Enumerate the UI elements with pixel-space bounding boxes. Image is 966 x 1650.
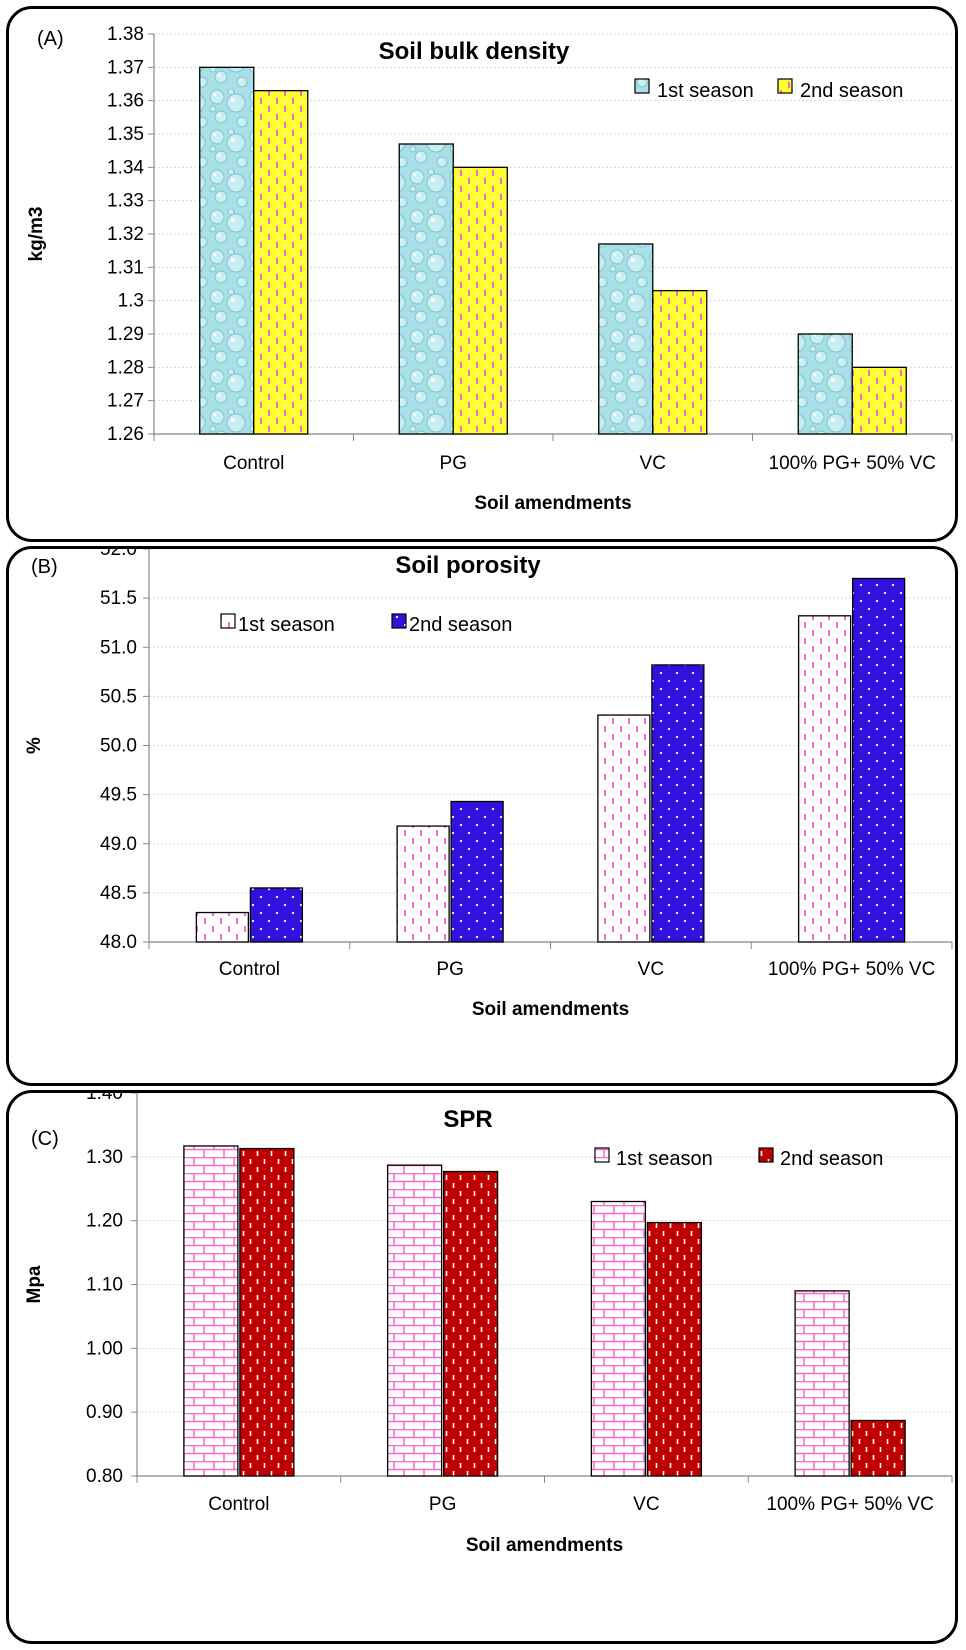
y-tick-label: 1.00 <box>86 1338 123 1359</box>
bar-season-1 <box>199 66 255 435</box>
bar-season-1 <box>590 1200 647 1477</box>
chart-title: Soil bulk density <box>379 38 570 65</box>
y-tick-label: 1.36 <box>107 91 144 112</box>
legend-label: 2nd season <box>780 1148 883 1170</box>
legend-swatch <box>758 1147 774 1163</box>
y-tick-label: 1.40 <box>86 1093 123 1104</box>
legend-swatch <box>391 613 407 629</box>
x-tick-label: VC <box>633 1494 659 1515</box>
y-tick-label: 1.31 <box>107 257 144 278</box>
y-tick-label: 49.5 <box>100 785 137 806</box>
y-tick-label: 1.27 <box>107 391 144 412</box>
chart-title: SPR <box>443 1106 492 1133</box>
y-axis-title: Mpa <box>24 1265 45 1303</box>
bar-season-2 <box>249 887 304 943</box>
x-tick-label: Control <box>223 453 284 474</box>
panel-label: (A) <box>37 28 64 50</box>
bar-season-1 <box>598 243 654 435</box>
legend-swatch <box>220 613 236 629</box>
legend-swatch <box>634 78 650 94</box>
bar-season-1 <box>597 714 651 943</box>
chart-panel-spr: 0.80 0.90 1.00 1.10 1.20 1.30 1.40 Control PG VC 1… <box>6 1090 958 1644</box>
bar-season-1 <box>794 1290 850 1477</box>
x-tick-label: 100% PG+ 50% VC <box>769 453 936 474</box>
legend-label: 1st season <box>616 1148 713 1170</box>
bar-season-1 <box>396 825 450 943</box>
bar-season-1 <box>195 911 250 943</box>
bar-season-2 <box>239 1147 295 1477</box>
bar-season-2 <box>651 664 705 943</box>
y-tick-label: 1.10 <box>86 1275 123 1296</box>
legend-swatch <box>777 78 793 94</box>
y-tick-label: 1.29 <box>107 324 144 345</box>
y-tick-label: 1.32 <box>107 224 144 245</box>
y-tick-label: 52.0 <box>100 549 137 560</box>
bar-season-2 <box>851 577 906 943</box>
x-tick-label: Control <box>219 959 280 980</box>
bar-season-2 <box>450 800 504 943</box>
bar-season-2 <box>851 366 907 435</box>
y-tick-label: 50.0 <box>100 736 137 757</box>
bar-season-1 <box>797 615 852 943</box>
bar-season-2 <box>442 1170 499 1477</box>
x-tick-label: 100% PG+ 50% VC <box>768 959 935 980</box>
legend-label: 1st season <box>657 80 754 102</box>
y-tick-label: 0.90 <box>86 1402 123 1423</box>
y-tick-label: 1.34 <box>107 157 144 178</box>
x-axis-title: Soil amendments <box>466 1535 623 1556</box>
x-axis-title: Soil amendments <box>472 999 629 1020</box>
y-tick-label: 1.20 <box>86 1211 123 1232</box>
y-tick-label: 1.37 <box>107 57 144 78</box>
y-tick-label: 51.0 <box>100 637 137 658</box>
y-tick-label: 1.26 <box>107 424 144 445</box>
y-tick-label: 1.3 <box>118 291 144 312</box>
y-tick-label: 0.80 <box>86 1466 123 1487</box>
porosity-chart: 48.0 48.5 49.0 49.5 50.0 50.5 51.0 51.5 52.0 Cont… <box>24 549 953 1020</box>
bar-season-2 <box>646 1221 703 1477</box>
legend-label: 2nd season <box>409 614 512 636</box>
bar-season-2 <box>253 90 309 435</box>
bar-season-2 <box>652 290 708 435</box>
legend-swatch <box>594 1147 610 1163</box>
y-axis-title: kg/m3 <box>26 207 47 262</box>
bar-season-1 <box>183 1145 239 1477</box>
y-axis-title: % <box>24 737 45 754</box>
bar-season-2 <box>452 166 508 435</box>
spr-chart: 0.80 0.90 1.00 1.10 1.20 1.30 1.40 Control PG VC 1… <box>24 1093 953 1556</box>
x-tick-label: VC <box>638 959 664 980</box>
panel-label: (B) <box>31 556 58 578</box>
panel-label: (C) <box>31 1128 59 1150</box>
chart-panel-porosity: 48.0 48.5 49.0 49.5 50.0 50.5 51.0 51.5 52.0 Cont… <box>6 546 958 1086</box>
bar-season-2 <box>850 1419 906 1477</box>
bulk-density-chart: 1.26 1.27 1.28 1.29 1.3 1.31 1.32 1.33 1.34 1.35 1… <box>26 24 953 514</box>
y-tick-label: 48.5 <box>100 883 137 904</box>
chart-title: Soil porosity <box>395 552 541 579</box>
bar-season-1 <box>386 1164 443 1477</box>
bar-season-1 <box>398 143 454 435</box>
x-tick-label: 100% PG+ 50% VC <box>766 1494 933 1515</box>
x-axis-title: Soil amendments <box>474 493 631 514</box>
legend-label: 1st season <box>238 614 335 636</box>
y-tick-label: 49.0 <box>100 834 137 855</box>
y-tick-label: 51.5 <box>100 588 137 609</box>
y-tick-label: 50.5 <box>100 686 137 707</box>
y-tick-label: 1.28 <box>107 357 144 378</box>
x-tick-label: PG <box>429 1494 456 1515</box>
x-tick-label: VC <box>640 453 666 474</box>
y-tick-label: 1.33 <box>107 191 144 212</box>
x-tick-label: Control <box>208 1494 269 1515</box>
y-tick-label: 1.35 <box>107 124 144 145</box>
y-tick-label: 48.0 <box>100 932 137 953</box>
x-tick-label: PG <box>440 453 467 474</box>
legend-label: 2nd season <box>800 80 903 102</box>
y-tick-label: 1.30 <box>86 1147 123 1168</box>
x-tick-label: PG <box>436 959 463 980</box>
bar-season-1 <box>797 333 853 435</box>
y-tick-label: 1.38 <box>107 24 144 45</box>
chart-panel-bulk-density: 1.26 1.27 1.28 1.29 1.3 1.31 1.32 1.33 1.34 1.35 1… <box>6 6 958 542</box>
